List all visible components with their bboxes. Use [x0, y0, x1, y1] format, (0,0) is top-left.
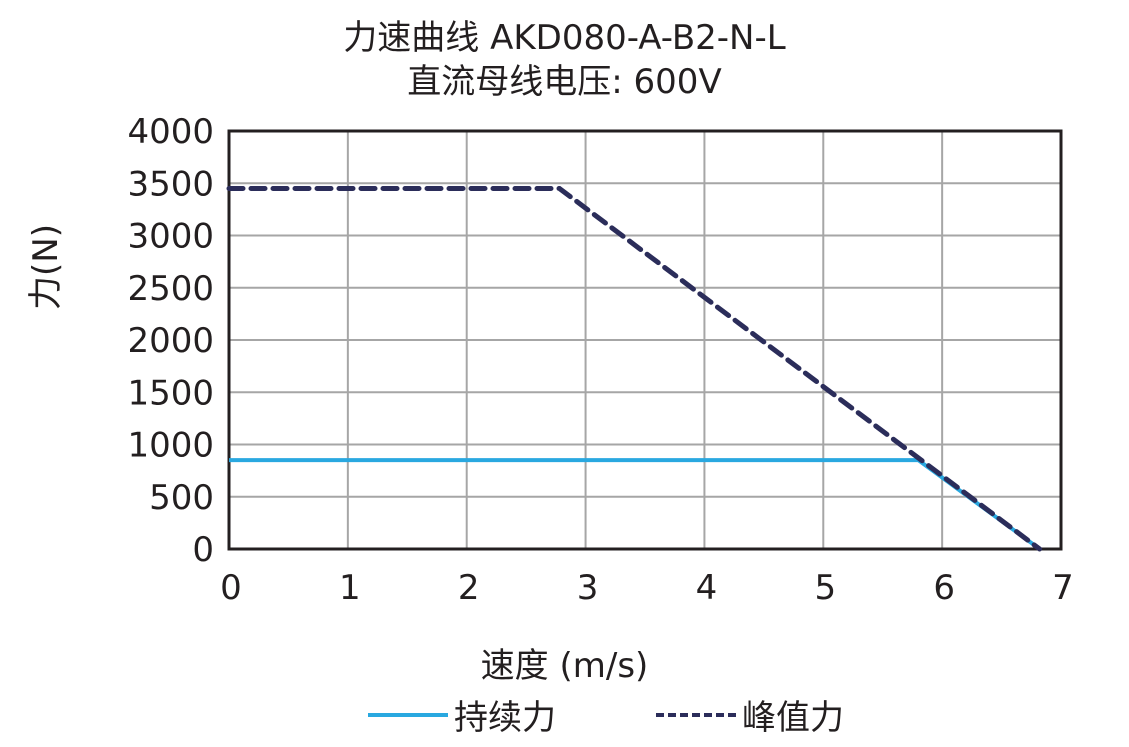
svg-text:3000: 3000: [127, 217, 214, 257]
svg-text:4: 4: [696, 568, 718, 608]
svg-text:2: 2: [458, 568, 480, 608]
svg-text:500: 500: [149, 478, 214, 518]
svg-text:0: 0: [220, 568, 242, 608]
svg-text:1500: 1500: [127, 373, 214, 413]
svg-text:5: 5: [814, 568, 836, 608]
svg-text:3: 3: [577, 568, 599, 608]
legend-solid-line-icon: [368, 712, 448, 717]
y-axis-label: 力(N): [26, 224, 66, 310]
legend-item-continuous: 持续力: [368, 690, 556, 739]
series-peak-line: [226, 185, 1043, 552]
svg-text:2500: 2500: [127, 269, 214, 309]
chart-title: 力速曲线 AKD080-A-B2-N-L: [343, 18, 786, 58]
svg-text:3500: 3500: [127, 164, 214, 204]
legend-item-peak: 峰值力: [656, 690, 844, 739]
legend-dashed-line-icon: [656, 712, 736, 717]
legend-label-peak: 峰值力: [742, 698, 844, 738]
svg-text:1: 1: [339, 568, 361, 608]
chart-subtitle: 直流母线电压: 600V: [407, 62, 722, 102]
svg-text:4000: 4000: [127, 112, 214, 152]
svg-text:7: 7: [1052, 568, 1074, 608]
svg-text:0: 0: [192, 530, 214, 570]
svg-text:6: 6: [933, 568, 955, 608]
series-continuous-line: [229, 458, 1041, 551]
svg-text:1000: 1000: [127, 426, 214, 466]
x-axis-label: 速度 (m/s): [480, 646, 649, 686]
svg-text:2000: 2000: [127, 321, 214, 361]
legend-label-continuous: 持续力: [454, 698, 556, 738]
